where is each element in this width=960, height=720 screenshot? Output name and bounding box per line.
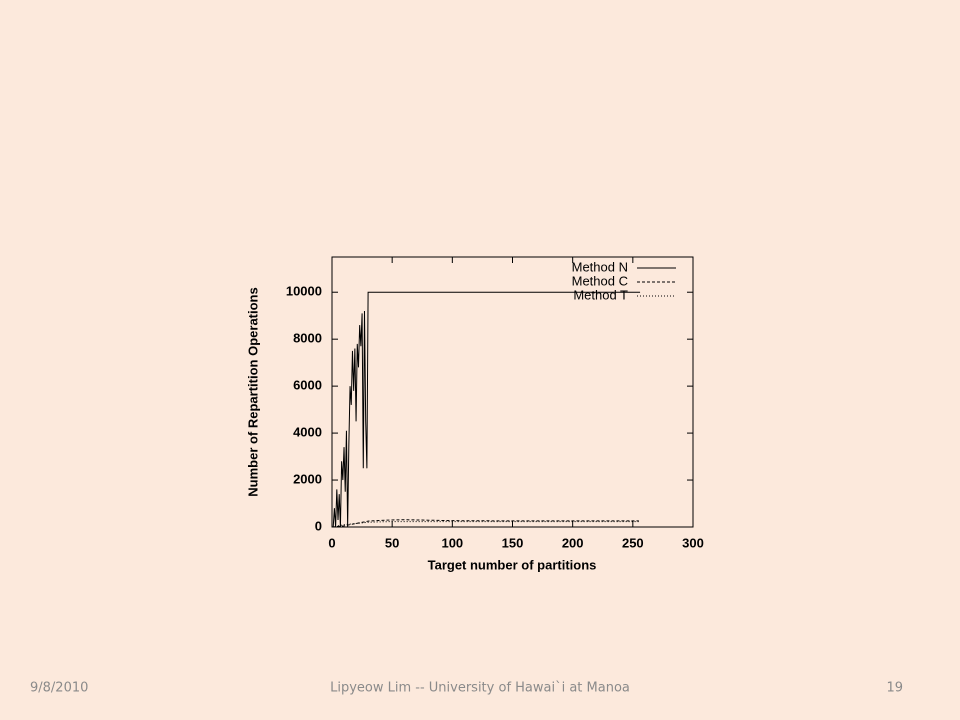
y-tick-label: 0 bbox=[315, 518, 322, 533]
series-line bbox=[331, 521, 639, 528]
y-axis-label: Number of Repartition Operations bbox=[245, 287, 260, 496]
footer-page: 19 bbox=[886, 681, 903, 696]
x-tick-label: 300 bbox=[682, 535, 704, 550]
series-line bbox=[331, 519, 639, 528]
x-tick-label: 0 bbox=[328, 535, 335, 550]
x-tick-label: 100 bbox=[441, 535, 463, 550]
y-tick-label: 4000 bbox=[293, 425, 322, 440]
y-tick-label: 6000 bbox=[293, 378, 322, 393]
x-tick-label: 50 bbox=[385, 535, 399, 550]
legend-label: Method C bbox=[572, 273, 628, 288]
y-tick-label: 8000 bbox=[293, 331, 322, 346]
x-tick-label: 200 bbox=[562, 535, 584, 550]
footer-author: Lipyeow Lim -- University of Hawai`i at … bbox=[330, 681, 630, 696]
footer-date: 9/8/2010 bbox=[30, 681, 88, 696]
y-tick-label: 10000 bbox=[286, 284, 322, 299]
x-tick-label: 150 bbox=[502, 535, 524, 550]
legend-label: Method T bbox=[573, 287, 628, 302]
x-tick-label: 250 bbox=[622, 535, 644, 550]
x-axis-label: Target number of partitions bbox=[428, 557, 597, 572]
legend-label: Method N bbox=[572, 259, 628, 274]
y-tick-label: 2000 bbox=[293, 471, 322, 486]
series-line bbox=[332, 291, 641, 528]
plot-frame bbox=[331, 256, 694, 528]
